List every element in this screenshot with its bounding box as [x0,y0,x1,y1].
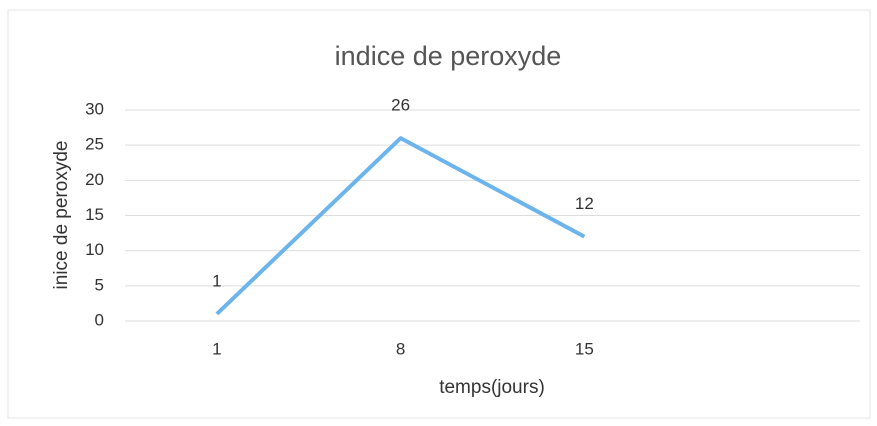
data-label: 12 [575,194,594,213]
data-label: 26 [391,96,410,115]
y-tick-label: 5 [95,275,104,294]
chart-title: indice de peroxyde [335,41,562,71]
y-tick-label: 20 [85,170,104,189]
x-tick-label: 8 [396,339,405,358]
x-tick-label: 1 [212,339,221,358]
chart-frame [7,9,871,419]
line [215,136,586,316]
y-tick-label: 30 [85,99,104,118]
y-tick-label: 10 [85,240,104,259]
x-tick-label: 15 [575,339,594,358]
data-label: 1 [212,271,221,290]
y-tick-label: 0 [95,310,104,329]
y-axis-label: inice de peroxyde [51,141,72,290]
y-tick-label: 25 [85,135,104,154]
y-tick-label: 15 [85,205,104,224]
x-axis-label: temps(jours) [439,377,545,398]
